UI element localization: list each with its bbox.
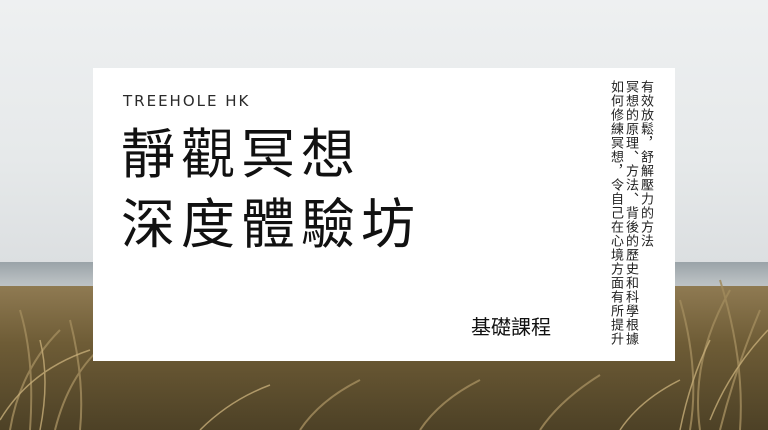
course-subtitle: 基礎課程 (471, 315, 551, 339)
brand-name: TREEHOLE HK (123, 92, 251, 110)
title-line-2: 深度體驗坊 (121, 193, 421, 256)
grass-blades (0, 279, 768, 430)
title-line-1: 靜觀冥想 (121, 123, 361, 186)
content-card: TREEHOLE HK 靜觀冥想 深度體驗坊 基礎課程 有效放鬆，舒解壓力的方法… (93, 68, 675, 361)
course-description: 有效放鬆，舒解壓力的方法 冥想的原理、方法、背後的歷史和科學根據 如何修練冥想，… (608, 80, 653, 350)
description-line-2: 冥想的原理、方法、背後的歷史和科學根據 (623, 80, 638, 346)
description-line-1: 有效放鬆，舒解壓力的方法 (638, 80, 653, 248)
description-line-3: 如何修練冥想，令自己在心境方面有所提升 (608, 80, 623, 346)
main-title: 靜觀冥想 深度體驗坊 (121, 120, 421, 260)
